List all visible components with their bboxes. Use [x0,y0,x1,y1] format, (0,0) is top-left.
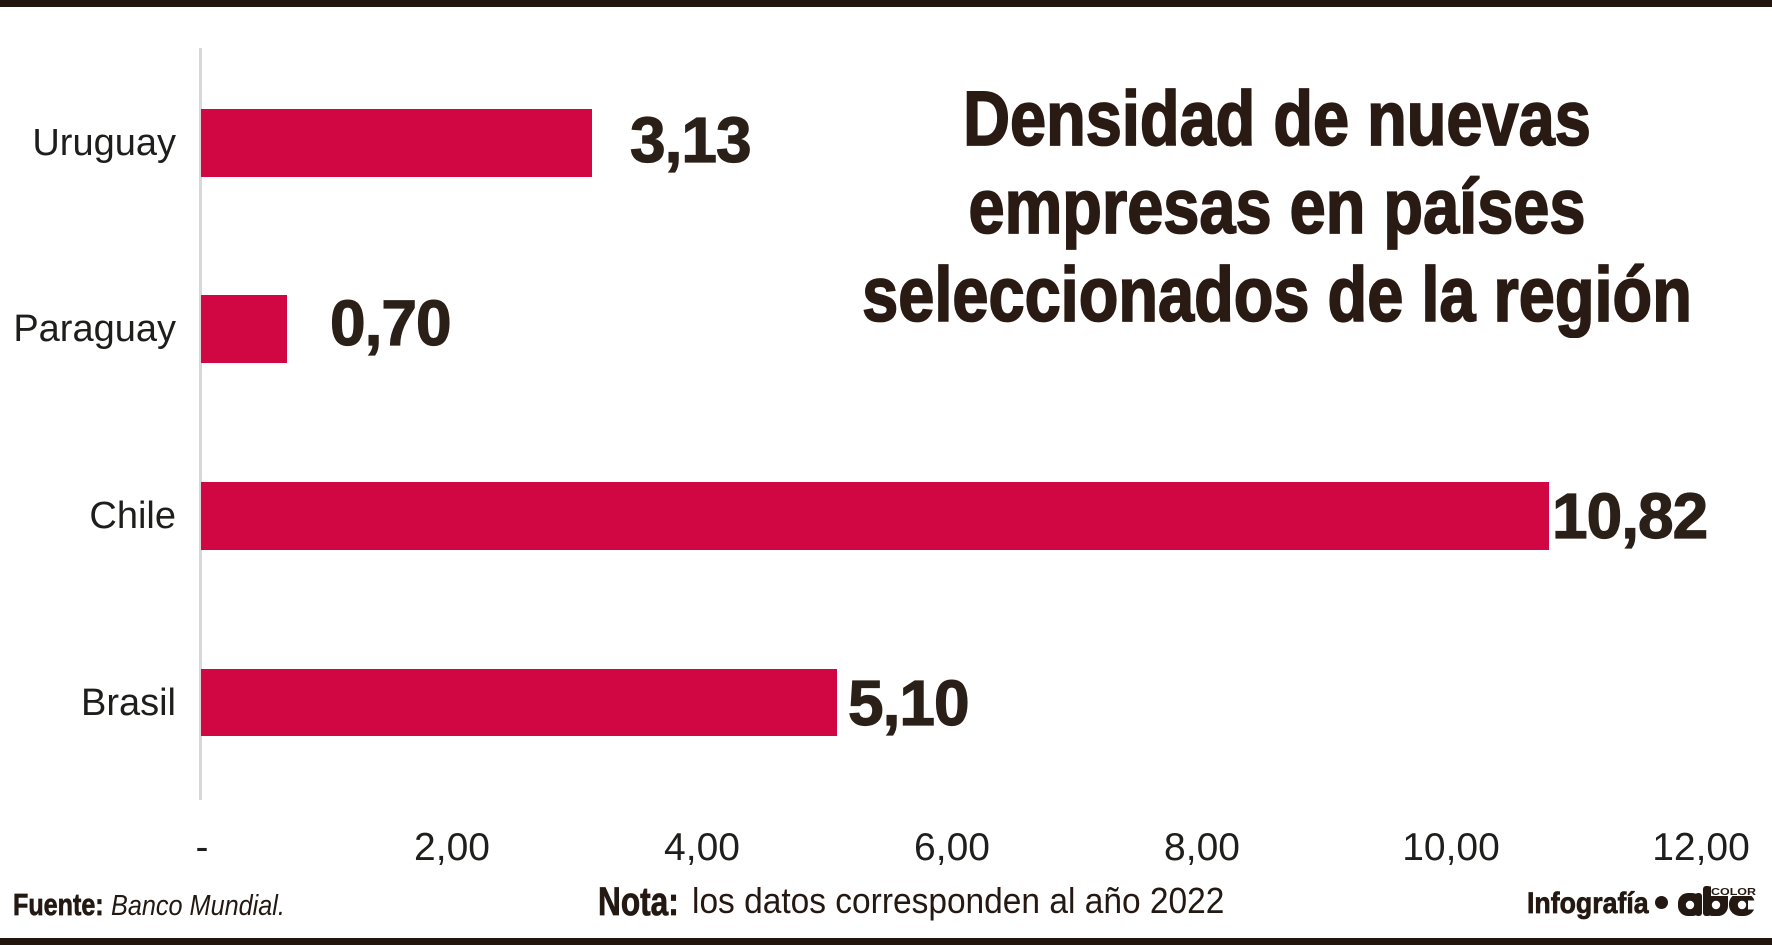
svg-text:COLOR: COLOR [1711,886,1756,898]
